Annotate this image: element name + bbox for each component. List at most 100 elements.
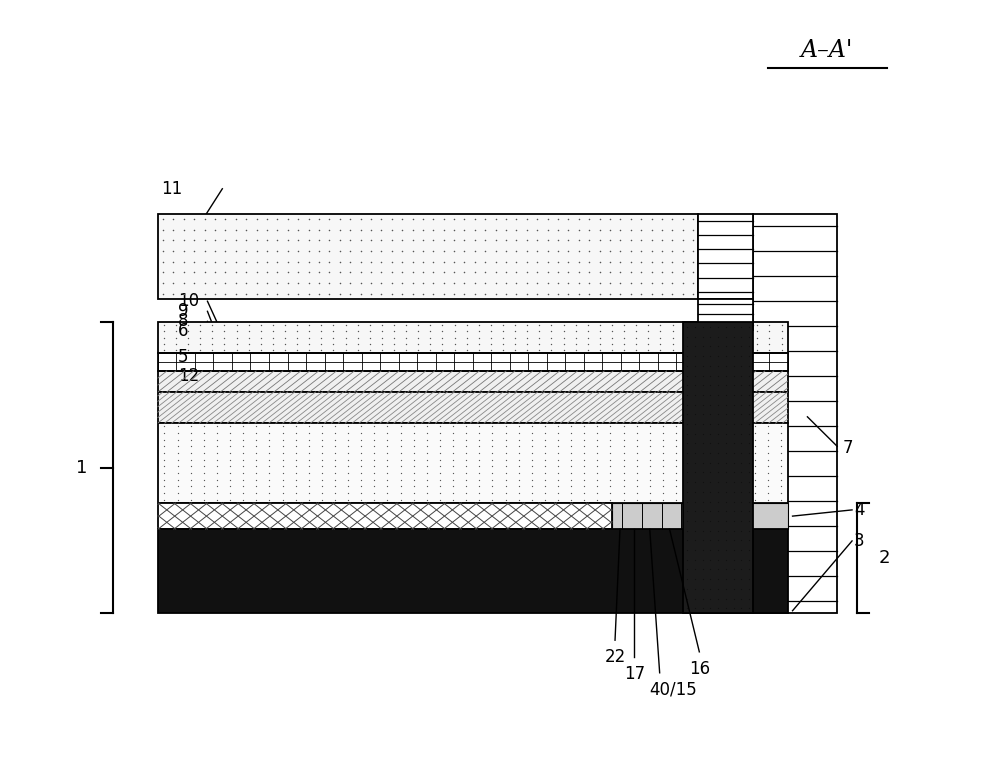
Point — [350, 344, 366, 357]
Point — [288, 434, 304, 446]
Point — [311, 223, 327, 236]
Point — [445, 474, 461, 486]
Point — [720, 547, 736, 560]
Point — [220, 568, 236, 581]
Point — [183, 420, 199, 433]
Point — [602, 426, 618, 439]
Point — [235, 453, 251, 466]
Point — [590, 568, 606, 581]
Point — [726, 427, 742, 440]
Point — [467, 234, 483, 246]
Point — [760, 453, 776, 466]
Point — [702, 573, 718, 586]
Point — [155, 604, 171, 616]
Point — [445, 447, 461, 459]
Point — [503, 583, 519, 595]
Point — [419, 453, 435, 466]
Point — [557, 604, 573, 616]
Point — [394, 547, 410, 560]
Point — [419, 466, 435, 479]
Point — [679, 447, 695, 459]
Point — [611, 533, 627, 546]
Point — [579, 575, 595, 588]
Point — [702, 350, 718, 362]
Point — [192, 338, 208, 350]
Point — [640, 332, 656, 344]
Bar — [158, 423, 788, 503]
Point — [242, 575, 258, 588]
Point — [351, 561, 367, 574]
Point — [329, 590, 345, 602]
Point — [726, 514, 742, 527]
Point — [228, 287, 244, 299]
Point — [248, 460, 264, 473]
Point — [702, 389, 718, 401]
Point — [488, 234, 504, 246]
Point — [718, 418, 734, 430]
Point — [248, 480, 264, 492]
Point — [652, 344, 668, 357]
Point — [628, 332, 644, 344]
Point — [176, 212, 192, 225]
Point — [477, 212, 493, 225]
Point — [540, 277, 556, 289]
Point — [166, 575, 182, 588]
Point — [394, 575, 410, 588]
Point — [550, 277, 566, 289]
Point — [774, 325, 790, 338]
Point — [742, 590, 758, 602]
Point — [177, 604, 193, 616]
Point — [410, 344, 426, 357]
Point — [471, 480, 487, 492]
Point — [687, 427, 703, 440]
Bar — [158, 529, 788, 613]
Point — [264, 533, 280, 546]
Point — [436, 223, 452, 236]
Point — [422, 332, 438, 344]
Point — [459, 338, 475, 350]
Text: 40/15: 40/15 — [650, 681, 697, 699]
Point — [296, 583, 312, 595]
Point — [275, 575, 291, 588]
Point — [217, 277, 233, 289]
Point — [321, 266, 337, 278]
Point — [166, 547, 182, 560]
Point — [176, 256, 192, 268]
Point — [459, 325, 475, 338]
Point — [398, 332, 414, 344]
Point — [311, 266, 327, 278]
Point — [687, 340, 703, 353]
Point — [406, 474, 422, 486]
Point — [571, 287, 587, 299]
Point — [687, 544, 703, 557]
Point — [774, 604, 790, 616]
Point — [702, 563, 718, 575]
Text: 2: 2 — [879, 549, 891, 567]
Point — [248, 466, 264, 479]
Point — [642, 434, 658, 446]
Point — [731, 527, 747, 539]
Point — [290, 245, 306, 257]
Point — [199, 590, 215, 602]
Point — [327, 453, 343, 466]
Point — [362, 554, 378, 567]
Point — [568, 540, 584, 553]
Point — [679, 321, 695, 333]
Point — [695, 573, 711, 586]
Point — [492, 561, 508, 574]
Point — [372, 554, 388, 567]
Point — [773, 453, 789, 466]
Point — [710, 321, 726, 333]
Point — [550, 493, 566, 506]
Point — [581, 223, 597, 236]
Point — [733, 485, 749, 498]
Point — [752, 583, 768, 595]
Point — [718, 389, 734, 401]
Point — [456, 245, 472, 257]
Point — [156, 319, 172, 332]
Point — [710, 466, 726, 479]
Point — [209, 426, 225, 439]
Point — [321, 245, 337, 257]
Point — [550, 480, 566, 492]
Point — [231, 583, 247, 595]
